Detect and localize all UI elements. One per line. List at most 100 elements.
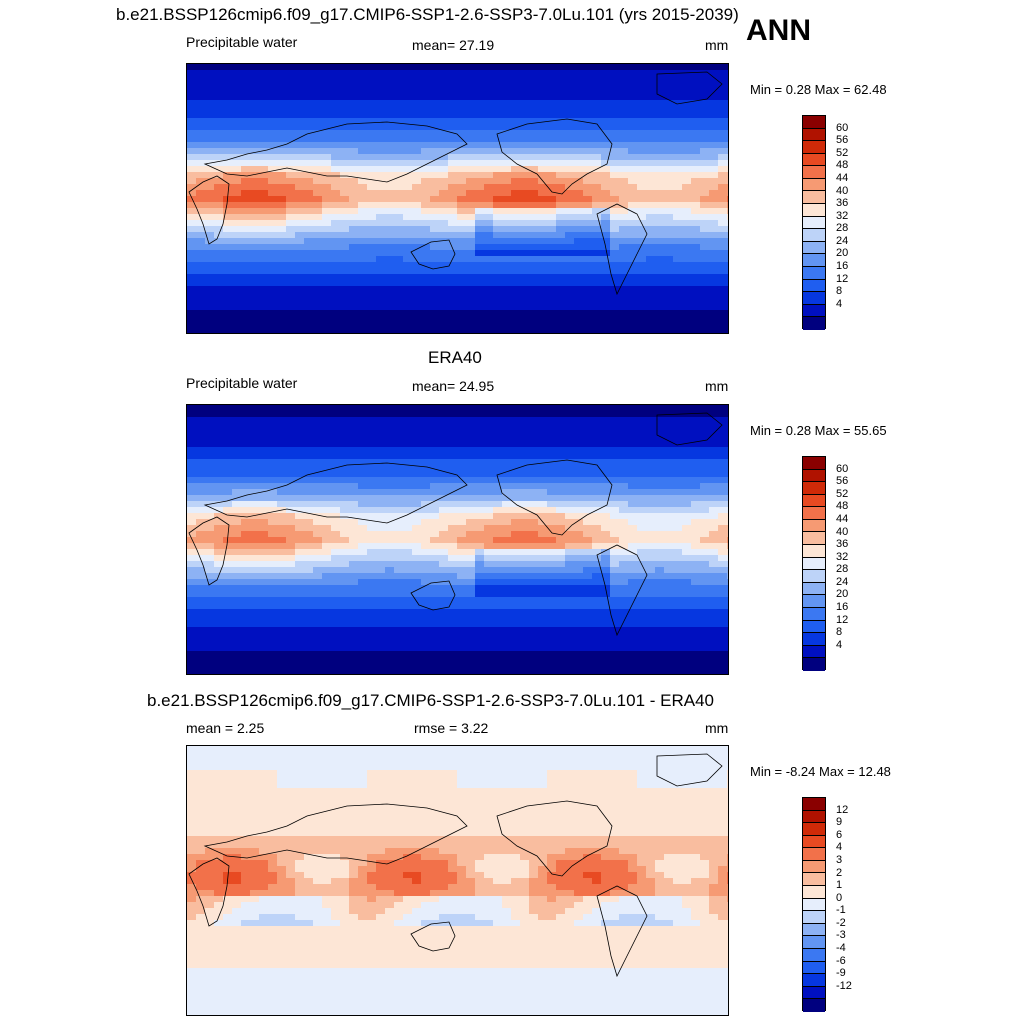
map-cell (592, 567, 602, 574)
map-cell (592, 519, 602, 526)
map-cell (637, 525, 647, 532)
map-cell (457, 184, 467, 191)
map-cell (439, 64, 449, 71)
map-cell (646, 411, 656, 418)
map-cell (466, 190, 476, 197)
map-cell (547, 274, 557, 281)
map-cell (619, 483, 629, 490)
map-cell (439, 106, 449, 113)
map-cell (259, 82, 269, 89)
map-cell (214, 525, 224, 532)
map-cell (430, 166, 440, 173)
map-cell (628, 64, 638, 71)
map-cell (628, 459, 638, 466)
map-cell (331, 322, 341, 329)
map-cell (646, 561, 656, 568)
map-cell (691, 513, 701, 520)
map-cell (664, 244, 674, 251)
map-cell (727, 585, 728, 592)
map-cell (664, 196, 674, 203)
map-cell (286, 70, 296, 77)
map-cell (331, 64, 341, 71)
map-cell (349, 543, 359, 550)
map-cell (394, 555, 404, 562)
map-cell (268, 136, 278, 143)
map-cell (295, 573, 305, 580)
map-cell (430, 489, 440, 496)
map-cell (475, 280, 485, 287)
map-cell (520, 190, 530, 197)
map-cell (232, 483, 242, 490)
map-cell (250, 106, 260, 113)
map-cell (475, 130, 485, 137)
map-cell (619, 214, 629, 221)
map-cell (619, 465, 629, 472)
map-cell (493, 214, 503, 221)
map-cell (637, 411, 647, 418)
map-cell (457, 405, 467, 412)
map-cell (295, 268, 305, 275)
map-cell (529, 256, 539, 263)
map-cell (502, 214, 512, 221)
map-cell (268, 316, 278, 323)
map-cell (187, 441, 197, 448)
map-cell (223, 501, 233, 508)
map-cell (475, 208, 485, 215)
map-cell (493, 244, 503, 251)
map-cell (457, 609, 467, 616)
map-cell (511, 226, 521, 233)
map-cell (286, 441, 296, 448)
map-cell (259, 172, 269, 179)
map-cell (664, 537, 674, 544)
map-cell (349, 172, 359, 179)
map-cell (556, 292, 566, 299)
map-cell (394, 94, 404, 101)
map-cell (430, 124, 440, 131)
map-cell (376, 615, 386, 622)
map-cell (628, 567, 638, 574)
map-cell (295, 64, 305, 71)
map-cell (691, 196, 701, 203)
map-cell (466, 405, 476, 412)
map-cell (367, 148, 377, 155)
map-cell (268, 441, 278, 448)
map-cell (349, 621, 359, 628)
map-cell (358, 250, 368, 257)
map-cell (592, 573, 602, 580)
map-cell (583, 220, 593, 227)
map-cell (367, 286, 377, 293)
map-cell (259, 208, 269, 215)
map-cell (421, 507, 431, 514)
map-cell (538, 543, 548, 550)
map-cell (394, 495, 404, 502)
map-cell (547, 489, 557, 496)
map-cell (538, 76, 548, 83)
map-cell (655, 519, 665, 526)
map-cell (637, 154, 647, 161)
map-cell (358, 202, 368, 209)
map-cell (439, 328, 449, 333)
map-cell (592, 597, 602, 604)
map-cell (574, 573, 584, 580)
map-cell (655, 88, 665, 95)
map-cell (466, 411, 476, 418)
map-cell (421, 160, 431, 167)
map-cell (475, 106, 485, 113)
map-cell (367, 304, 377, 311)
map-cell (439, 220, 449, 227)
map-cell (502, 292, 512, 299)
map-cell (187, 202, 197, 209)
map-cell (673, 459, 683, 466)
map-cell (322, 483, 332, 490)
map-cell (430, 322, 440, 329)
map-cell (241, 136, 251, 143)
map-cell (520, 70, 530, 77)
map-cell (403, 232, 413, 239)
map-cell (547, 429, 557, 436)
map-cell (727, 411, 728, 418)
map-cell (331, 268, 341, 275)
map-cell (331, 483, 341, 490)
map-cell (466, 447, 476, 454)
map-cell (700, 232, 710, 239)
map-cell (304, 417, 314, 424)
